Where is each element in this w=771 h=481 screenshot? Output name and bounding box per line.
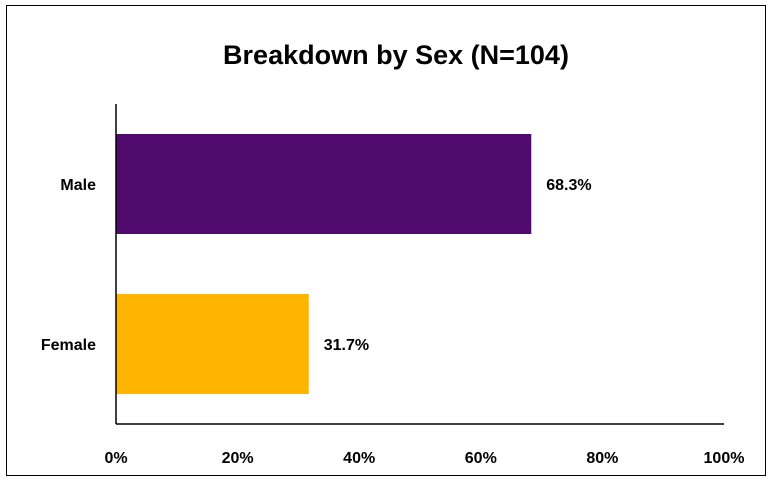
category-label-female: Female [41, 337, 96, 354]
chart-title: Breakdown by Sex (N=104) [223, 40, 569, 70]
chart-frame [6, 5, 766, 476]
x-tick-label: 80% [586, 450, 618, 467]
bars-layer: Male 68.3% Female 31.7% [41, 134, 592, 394]
x-tick-label: 60% [465, 450, 497, 467]
category-label-male: Male [60, 177, 96, 194]
x-tick-label: 40% [343, 450, 375, 467]
x-tick-label: 20% [222, 450, 254, 467]
bar-male [116, 134, 532, 234]
x-tick-labels: 0% 20% 40% 60% 80% 100% [104, 450, 744, 467]
bar-female [116, 294, 309, 394]
x-tick-label: 100% [704, 450, 745, 467]
data-label-male: 68.3% [546, 177, 591, 194]
data-label-female: 31.7% [324, 337, 369, 354]
x-tick-label: 0% [104, 450, 127, 467]
